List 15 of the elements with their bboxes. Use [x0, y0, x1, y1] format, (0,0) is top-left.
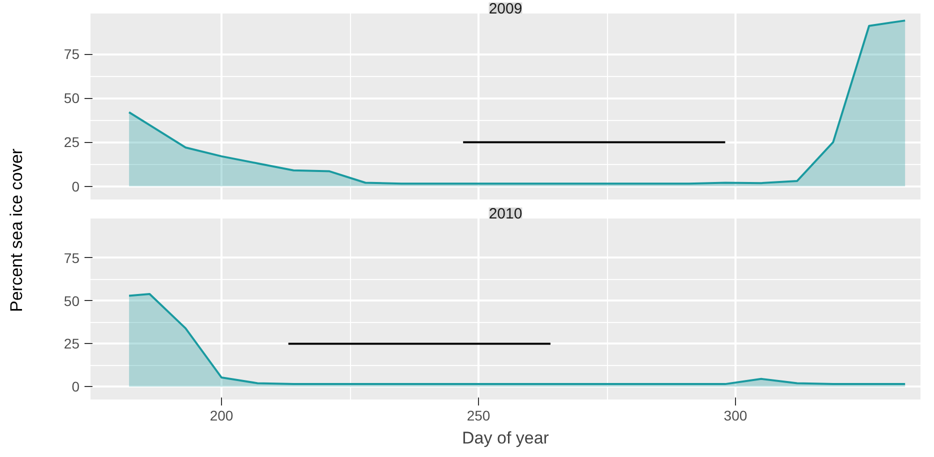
y-tick-label: 75	[64, 250, 80, 266]
chart-title: 2009	[488, 0, 522, 18]
y-axis-title: Percent sea ice cover	[6, 148, 27, 312]
y-tick-label: 50	[64, 90, 80, 106]
x-tick-label: 250	[466, 408, 490, 424]
chart-title: 2010	[488, 206, 522, 222]
y-tick-label: 50	[64, 292, 80, 309]
y-tick-label: 0	[72, 178, 80, 194]
y-tick-label: 0	[72, 378, 80, 395]
x-axis-title: Day of year	[462, 428, 550, 448]
y-tick-label: 75	[64, 46, 80, 62]
x-tick-label: 200	[210, 408, 234, 424]
x-tick-label: 300	[724, 408, 748, 424]
y-tick-label: 25	[64, 134, 80, 150]
y-tick-label: 25	[64, 336, 80, 352]
